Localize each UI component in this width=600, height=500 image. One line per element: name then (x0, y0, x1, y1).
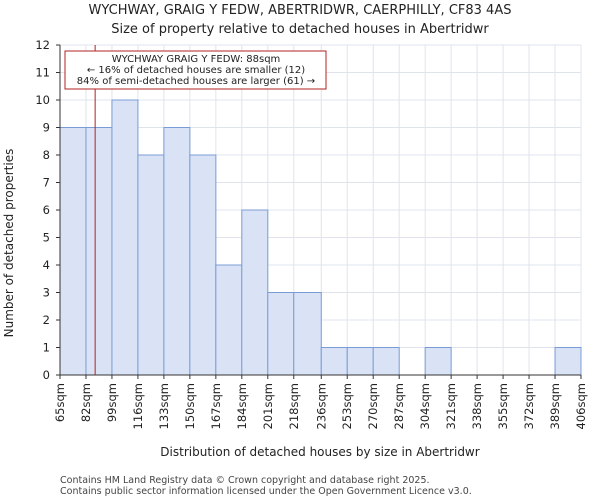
x-tick-label: 406sqm (574, 383, 588, 429)
x-tick-label: 338sqm (470, 383, 484, 429)
y-tick-label: 2 (43, 313, 50, 327)
x-tick-label: 184sqm (235, 383, 249, 429)
bar (320, 347, 348, 376)
y-axis-label: Number of detached properties (2, 149, 16, 338)
chart-subtitle: Size of property relative to detached ho… (111, 22, 489, 37)
annotation-line-3: 84% of semi-detached houses are larger (… (77, 76, 315, 87)
bar (111, 99, 139, 376)
x-tick-labels: 65sqm 82sqm 99sqm 116sqm 133sqm 150sqm 167sqm 1… (53, 383, 588, 429)
x-tick-label: 218sqm (287, 383, 301, 429)
footer-line-1: Contains HM Land Registry data © Crown c… (60, 475, 430, 486)
y-tick-label: 0 (43, 368, 50, 382)
x-tick-label: 270sqm (366, 383, 380, 429)
chart-title: WYCHWAY, GRAIG Y FEDW, ABERTRIDWR, CAERP… (89, 3, 512, 18)
x-tick-label: 133sqm (157, 383, 171, 429)
x-tick-label: 355sqm (496, 383, 510, 429)
bars (59, 99, 582, 376)
y-tick-label: 6 (43, 203, 50, 217)
x-tick-label: 167sqm (209, 383, 223, 429)
x-tick-label: 150sqm (183, 383, 197, 429)
y-tick-label: 9 (43, 121, 50, 135)
y-tick-label: 5 (43, 231, 50, 245)
annotation-box: WYCHWAY GRAIG Y FEDW: 88sqm ← 16% of det… (64, 50, 327, 90)
y-tick-label: 11 (35, 66, 50, 80)
bar (293, 292, 322, 376)
y-tick-label: 8 (43, 148, 50, 162)
annotation-line-1: WYCHWAY GRAIG Y FEDW: 88sqm (112, 54, 281, 65)
y-tick-label: 4 (43, 258, 50, 272)
axes (56, 44, 582, 379)
bar (372, 347, 400, 376)
bar (424, 347, 452, 376)
x-axis-label: Distribution of detached houses by size … (160, 445, 479, 459)
bar (241, 209, 269, 376)
footer-line-2: Contains public sector information licen… (60, 486, 472, 497)
bar (215, 264, 243, 376)
x-tick-label: 372sqm (522, 383, 536, 429)
annotation-frame (64, 50, 327, 90)
annotation-line-2: ← 16% of detached houses are smaller (12… (87, 65, 305, 76)
bar (554, 347, 582, 376)
bar (189, 154, 217, 376)
x-tick-label: 253sqm (340, 383, 354, 429)
y-tick-label: 1 (43, 341, 50, 355)
bar (346, 347, 374, 376)
y-tick-label: 12 (35, 38, 50, 52)
x-tick-label: 389sqm (548, 383, 562, 429)
y-tick-label: 3 (43, 286, 50, 300)
y-tick-label: 7 (43, 176, 50, 190)
y-tick-label: 10 (35, 93, 50, 107)
x-tick-label: 82sqm (79, 383, 93, 422)
bar (163, 127, 191, 376)
x-tick-label: 99sqm (105, 383, 119, 422)
bar (137, 154, 165, 376)
x-tick-label: 236sqm (314, 383, 328, 429)
bar (59, 127, 87, 376)
x-tick-label: 116sqm (131, 383, 145, 429)
bar (267, 292, 295, 376)
x-tick-label: 65sqm (53, 383, 67, 422)
bar (85, 127, 113, 376)
x-tick-label: 321sqm (444, 383, 458, 429)
x-tick-label: 287sqm (392, 383, 406, 429)
x-tick-label: 304sqm (418, 383, 432, 429)
x-tick-label: 201sqm (261, 383, 275, 429)
